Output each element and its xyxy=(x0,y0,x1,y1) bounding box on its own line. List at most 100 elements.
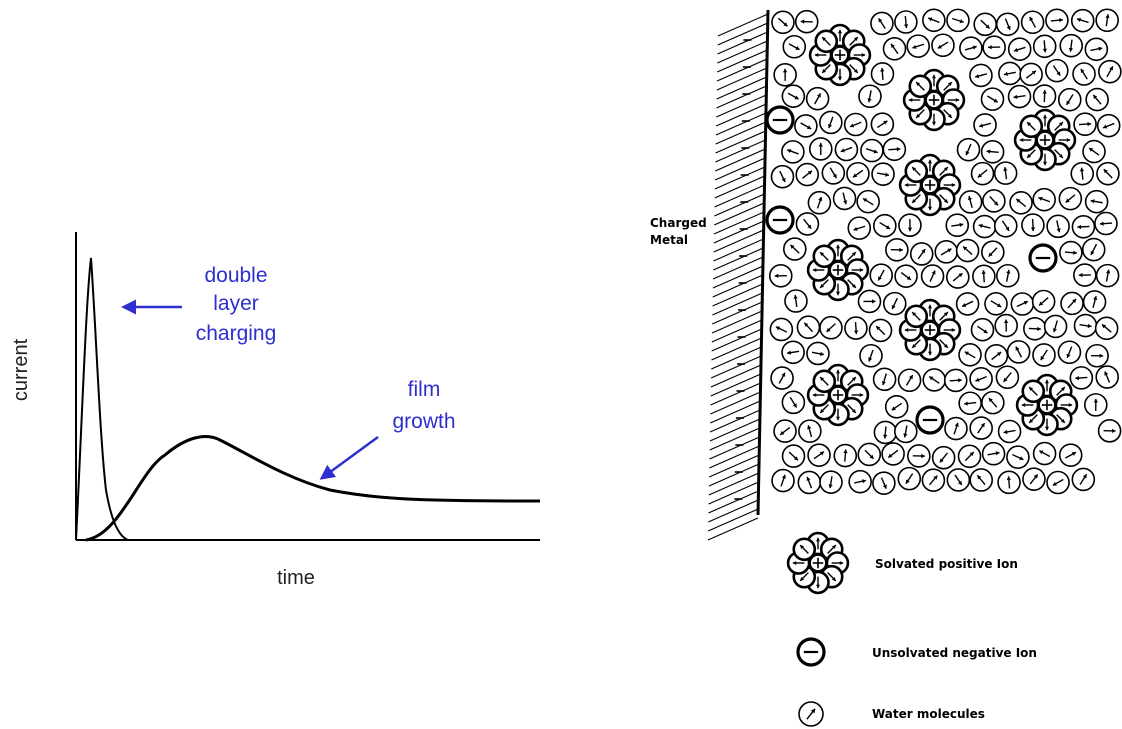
water-molecule xyxy=(872,367,897,392)
water-molecule xyxy=(794,9,819,34)
water-molecule xyxy=(1032,343,1056,367)
water-molecule xyxy=(969,63,993,88)
water-molecule xyxy=(885,238,909,262)
water-molecule xyxy=(1020,10,1045,35)
water-molecule xyxy=(1081,237,1106,262)
water-molecule xyxy=(931,33,955,58)
water-molecule xyxy=(1057,340,1082,365)
solvated-positive-ion xyxy=(808,23,872,87)
water-molecule xyxy=(833,443,858,468)
solvated-positive-ion xyxy=(902,68,966,132)
water-molecule xyxy=(781,390,806,415)
water-molecule xyxy=(956,137,981,162)
water-molecule xyxy=(1084,37,1109,62)
water-molecule xyxy=(770,164,795,189)
water-molecule xyxy=(946,265,970,289)
water-molecule xyxy=(796,315,821,340)
water-molecule xyxy=(871,162,895,186)
legend-solvated-positive-ion xyxy=(786,531,850,595)
water-molecule xyxy=(768,263,793,288)
legend-positive-label: Solvated positive Ion xyxy=(875,557,1018,571)
legend: Solvated positive Ion Unsolvated negativ… xyxy=(786,531,1037,727)
film-growth-arrow xyxy=(319,435,379,480)
solvated-positive-ion xyxy=(806,238,870,302)
water-molecule xyxy=(959,36,983,61)
water-molecule xyxy=(980,87,1005,111)
water-molecule xyxy=(1057,87,1082,112)
charged-metal-electrode xyxy=(707,9,770,541)
water-molecule xyxy=(1073,112,1097,137)
water-molecule xyxy=(781,84,806,108)
water-molecule xyxy=(1010,292,1035,316)
water-molecule xyxy=(805,86,830,111)
water-molecule xyxy=(857,442,882,467)
surface-charge-marks xyxy=(734,39,752,500)
water-molecule xyxy=(969,468,994,492)
negative-ion xyxy=(796,637,826,667)
water-molecule xyxy=(958,190,983,214)
water-molecule xyxy=(882,137,907,162)
annotation-growth: growth xyxy=(392,410,455,433)
water-molecule xyxy=(934,240,959,264)
water-molecule xyxy=(996,263,1020,288)
water-molecule xyxy=(998,61,1022,86)
water-molecule xyxy=(906,34,930,58)
water-molecule xyxy=(993,161,1018,185)
water-molecule xyxy=(981,441,1006,466)
water-molecule xyxy=(993,214,1018,238)
water-molecule xyxy=(981,390,1005,415)
double-layer-annotation: double layer charging xyxy=(121,264,276,345)
water-molecule xyxy=(782,237,807,261)
negative-ion xyxy=(765,105,795,135)
annotation-film: film xyxy=(408,378,441,401)
water-molecule xyxy=(795,212,820,236)
legend-negative-label: Unsolvated negative Ion xyxy=(872,646,1037,660)
water-molecule xyxy=(1021,213,1045,237)
water-molecule xyxy=(856,189,880,214)
water-molecule xyxy=(931,445,956,470)
water-molecule xyxy=(860,138,884,163)
water-molecule xyxy=(982,189,1006,213)
water-molecule xyxy=(1032,84,1057,108)
water-molecule xyxy=(1097,419,1122,443)
water-molecule xyxy=(897,368,922,393)
water-molecule xyxy=(958,391,982,416)
solvated-positive-ion xyxy=(1013,108,1077,172)
water-molecule xyxy=(1094,211,1118,236)
water-molecule xyxy=(1072,62,1096,86)
water-molecule xyxy=(873,420,898,445)
water-molecule xyxy=(1098,59,1122,84)
water-molecule xyxy=(798,701,824,727)
water-molecule xyxy=(922,8,946,33)
double-layer-diagram: Charged Metal Solvated positive Ion Unso… xyxy=(650,8,1122,727)
water-molecule xyxy=(806,341,830,366)
water-molecule xyxy=(972,214,997,239)
water-molecule xyxy=(1096,113,1121,138)
water-molecule xyxy=(773,419,797,443)
water-molecule xyxy=(1085,87,1109,112)
water-molecule xyxy=(844,316,868,340)
water-molecule xyxy=(881,442,905,466)
water-molecule xyxy=(784,289,808,313)
water-molecule xyxy=(882,36,907,61)
water-molecule xyxy=(1032,441,1057,466)
water-molecule xyxy=(984,292,1008,316)
water-molecule xyxy=(958,342,982,367)
water-molecule xyxy=(1085,343,1109,368)
legend-water-label: Water molecules xyxy=(872,707,985,721)
water-molecule xyxy=(955,238,980,263)
water-molecule xyxy=(857,289,882,314)
water-molecule xyxy=(882,291,907,316)
water-molecule xyxy=(969,367,993,391)
water-molecule xyxy=(858,84,882,109)
water-molecule xyxy=(1045,58,1069,83)
negative-ion xyxy=(765,205,795,235)
water-molecule xyxy=(821,161,846,185)
water-molecule xyxy=(847,216,872,240)
water-molecule xyxy=(894,264,918,288)
water-molecule xyxy=(819,110,843,135)
water-molecule xyxy=(1045,8,1069,33)
water-molecule xyxy=(1058,186,1083,211)
water-molecule xyxy=(1059,33,1084,58)
